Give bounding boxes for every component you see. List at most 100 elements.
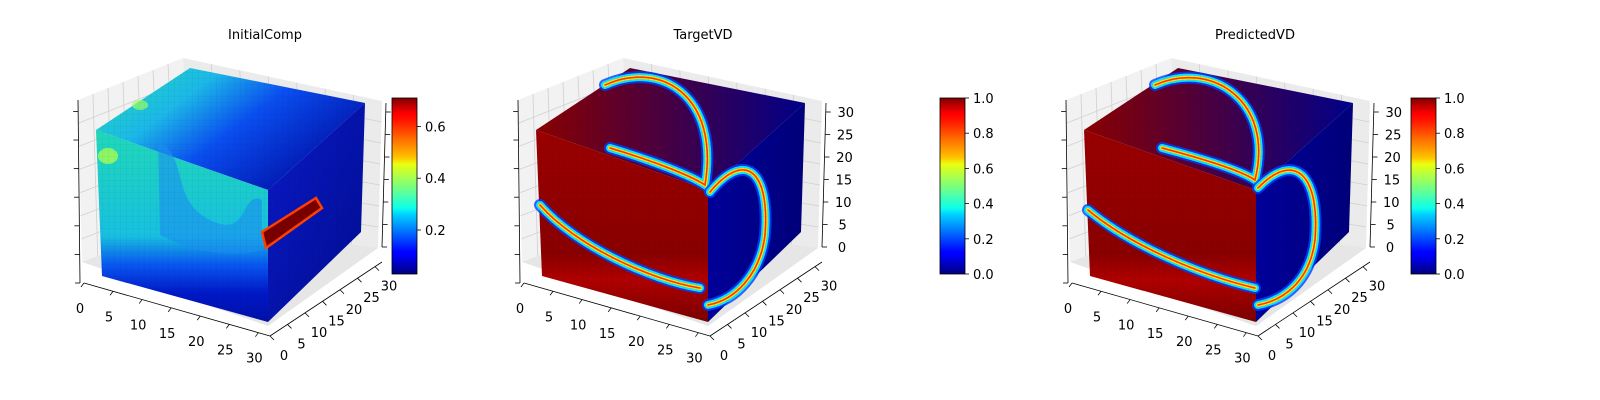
x-tick-label: 15 [599,327,616,342]
y-tick [304,312,310,318]
x-tick [1213,324,1218,329]
colorbar-tick-label: 0.0 [973,268,994,283]
x-tick [109,291,114,296]
z-tick-label: 25 [1385,129,1402,144]
y-tick [1327,289,1333,295]
x-tick-label: 10 [570,319,587,334]
z-tick-label: 10 [1383,196,1400,211]
x-tick-label: 10 [130,319,147,334]
z-tick-label: 30 [837,106,854,121]
colorbar-tick-label: 0.2 [1444,233,1465,248]
x-axis-line [1071,282,1259,337]
y-tick-label: 25 [803,291,820,306]
y-tick [814,266,820,271]
y-tick-label: 5 [1285,337,1293,352]
y-tick-label: 20 [346,303,363,318]
y-tick [374,266,380,271]
colorbar-tick-label: 0.8 [1444,127,1465,142]
z-tick-label: 30 [1385,106,1402,121]
z-axis-line [821,102,827,248]
y-tick [1275,324,1280,329]
y-tick-label: 0 [720,349,728,364]
y-tick [269,335,275,341]
colorbar-gradient [1410,97,1437,275]
z-tick-label: 0 [838,241,846,256]
colorbar: 0.0 0.2 0.4 0.6 0.8 1.0 [1410,92,1465,283]
y-tick-label: 20 [1334,303,1351,318]
left-axis-line [77,99,81,284]
x-tick-label: 25 [1205,343,1222,358]
x-tick [1068,282,1073,288]
x-tick [607,307,612,313]
y-tick [797,277,802,283]
subplot-title: TargetVD [672,28,732,43]
y-tick-label: 10 [1299,326,1316,341]
x-axis-line [83,282,271,337]
y-axis-line [1257,261,1371,337]
colorbar-tick-label: 0.2 [425,224,446,239]
colorbar-tick-label: 0.6 [1444,162,1465,177]
y-tick [1257,335,1263,341]
z-tick-label: 25 [837,129,854,144]
x-tick-label: 20 [1176,335,1193,350]
z-tick-label: 20 [1384,151,1401,166]
y-tick-label: 30 [1369,280,1386,295]
x-tick-label: 30 [1234,352,1251,367]
y-tick [339,289,345,295]
y-tick-label: 20 [786,303,803,318]
y-tick-label: 15 [1316,314,1333,329]
z-tick-label: 0 [1386,241,1394,256]
x-tick-label: 25 [657,343,674,358]
x-tick [520,282,525,288]
x-tick-label: 0 [516,302,524,317]
y-tick-label: 0 [1268,349,1276,364]
y-tick [779,289,785,295]
x-tick [1097,291,1102,296]
y-tick [709,335,715,341]
y-tick [762,301,767,306]
x-tick-label: 15 [1147,327,1164,342]
colorbar-tick-label: 1.0 [973,92,994,107]
colorbar-tick-label: 0.0 [1444,268,1465,283]
voxel-cube [1082,68,1353,322]
y-tick [1362,266,1368,271]
voxel-cube [534,68,805,322]
colorbar-tick-label: 0.4 [1444,198,1465,213]
x-tick [665,324,670,329]
left-axis-line [1065,99,1069,284]
y-tick [727,324,732,329]
x-tick-label: 15 [159,327,176,342]
colorbar-tick-label: 0.4 [425,172,446,187]
left-axis-line [517,99,521,284]
y-tick [357,277,362,283]
x-tick [80,282,85,288]
y-tick [744,312,750,318]
subplot-title: PredictedVD [1215,28,1295,43]
x-tick-label: 5 [105,310,113,325]
x-tick-label: 0 [1064,302,1072,317]
colorbar-tick-label: 0.8 [973,127,994,142]
y-tick-label: 5 [737,337,745,352]
y-tick [1345,277,1350,283]
x-tick [1126,299,1131,304]
y-tick-label: 5 [297,337,305,352]
y-tick [1292,312,1298,318]
x-tick-label: 0 [76,302,84,317]
z-tick-label: 5 [1386,219,1394,234]
x-tick [695,332,699,337]
colorbar-tick-label: 0.2 [973,233,994,248]
y-tick-label: 30 [381,280,398,295]
x-tick [196,315,201,321]
y-tick [322,301,327,306]
x-tick [636,315,641,321]
y-tick-label: 25 [1351,291,1368,306]
x-tick [1243,332,1247,337]
z-tick-label: 15 [836,174,853,189]
y-tick-label: 10 [311,326,328,341]
y-tick-label: 25 [363,291,380,306]
voxel-cube [96,68,365,322]
